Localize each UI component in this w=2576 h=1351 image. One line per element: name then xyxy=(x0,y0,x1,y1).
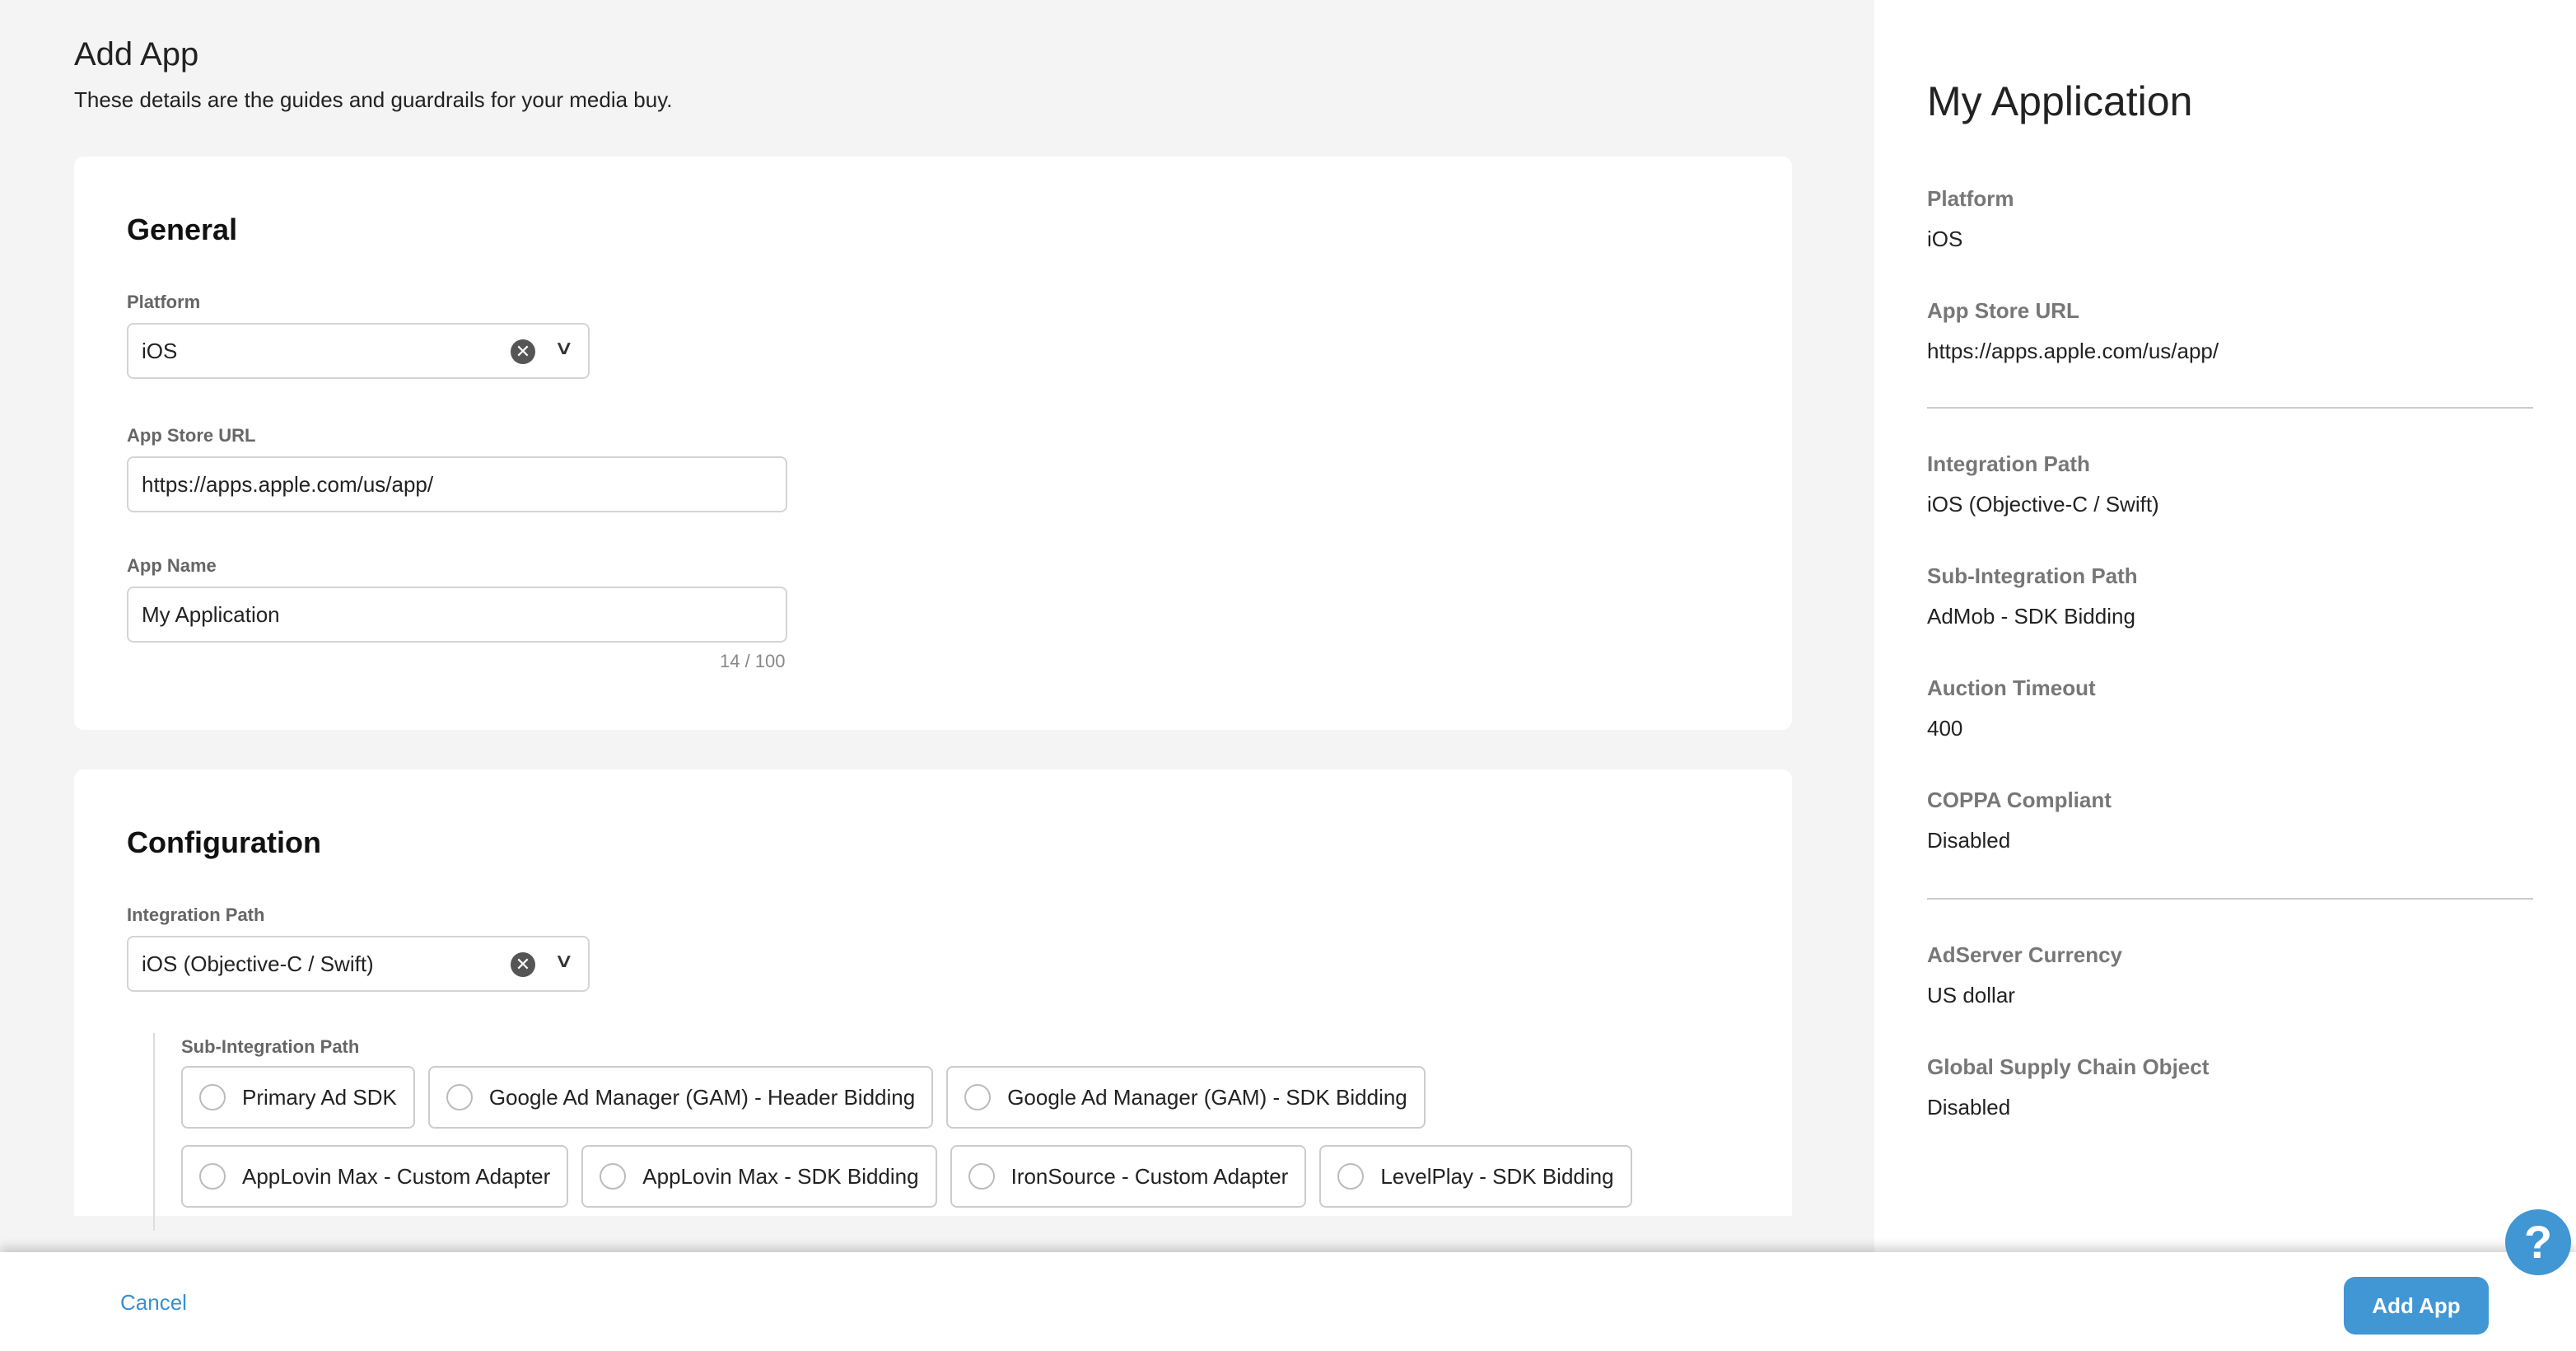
summary-value: iOS (Objective-C / Swift) xyxy=(1927,492,2159,517)
radio-option[interactable]: AppLovin Max - Custom Adapter xyxy=(181,1145,569,1208)
option-label: AppLovin Max - Custom Adapter xyxy=(242,1163,551,1189)
platform-value: iOS xyxy=(142,338,178,363)
summary-value: Disabled xyxy=(1927,828,2011,853)
option-label: Primary Ad SDK xyxy=(242,1084,397,1110)
platform-select[interactable]: iOS ✕ ∨ xyxy=(127,323,590,379)
radio-option[interactable]: AppLovin Max - SDK Bidding xyxy=(581,1145,937,1208)
integration-path-label: Integration Path xyxy=(127,905,265,925)
summary-item: App Store URL https://apps.apple.com/us/a… xyxy=(1927,298,2219,364)
summary-label: Sub-Integration Path xyxy=(1927,563,2138,588)
option-label: Google Ad Manager (GAM) - SDK Bidding xyxy=(1007,1084,1407,1110)
cancel-button[interactable]: Cancel xyxy=(120,1290,187,1315)
help-icon[interactable]: ? xyxy=(2505,1209,2571,1275)
page-subtitle: These details are the guides and guardra… xyxy=(74,87,673,112)
summary-value: AdMob - SDK Bidding xyxy=(1927,604,2135,629)
configuration-title: Configuration xyxy=(127,825,321,859)
radio-option[interactable]: IronSource - Custom Adapter xyxy=(950,1145,1307,1208)
clear-icon[interactable]: ✕ xyxy=(511,952,535,977)
summary-label: Platform xyxy=(1927,186,2014,211)
summary-value: Disabled xyxy=(1927,1095,2011,1120)
divider xyxy=(1927,407,2533,409)
summary-item: COPPA Compliant Disabled xyxy=(1927,788,2112,853)
app-name-label: App Name xyxy=(127,555,217,576)
option-label: AppLovin Max - SDK Bidding xyxy=(642,1163,919,1189)
radio-icon[interactable] xyxy=(446,1084,473,1110)
integration-path-select[interactable]: iOS (Objective-C / Swift) ✕ ∨ xyxy=(127,936,590,992)
form-area: Add App These details are the guides and… xyxy=(74,36,1792,1231)
radio-icon[interactable] xyxy=(964,1084,992,1110)
radio-icon[interactable] xyxy=(1337,1163,1365,1190)
sub-integration-group: Sub-Integration Path Primary Ad SDK Goog… xyxy=(153,1033,1632,1231)
sub-integration-label: Sub-Integration Path xyxy=(181,1036,360,1057)
divider xyxy=(1927,898,2533,900)
chevron-down-icon[interactable]: ∨ xyxy=(553,337,575,359)
general-title: General xyxy=(127,213,238,246)
app-store-url-input[interactable]: https://apps.apple.com/us/app/ xyxy=(127,456,787,512)
radio-option[interactable]: Primary Ad SDK xyxy=(181,1066,415,1129)
radio-icon[interactable] xyxy=(968,1163,995,1190)
platform-label: Platform xyxy=(127,292,201,312)
app-name-input[interactable]: My Application xyxy=(127,587,787,643)
radio-option[interactable]: Google Ad Manager (GAM) - SDK Bidding xyxy=(946,1066,1426,1129)
clear-icon[interactable]: ✕ xyxy=(511,339,535,364)
summary-label: Auction Timeout xyxy=(1927,676,2096,700)
configuration-card: Configuration Integration Path iOS (Obje… xyxy=(74,769,1792,1231)
integration-path-value: iOS (Objective-C / Swift) xyxy=(142,951,374,976)
option-label: Google Ad Manager (GAM) - Header Bidding xyxy=(488,1084,916,1110)
page-title: Add App xyxy=(74,36,199,72)
summary-value: https://apps.apple.com/us/app/ xyxy=(1927,339,2219,363)
summary-item: Auction Timeout 400 xyxy=(1927,676,2096,741)
app-name-counter: 14 / 100 xyxy=(720,651,786,671)
summary-item: Platform iOS xyxy=(1927,186,2014,252)
summary-label: Global Supply Chain Object xyxy=(1927,1054,2210,1079)
summary-item: Global Supply Chain Object Disabled xyxy=(1927,1054,2209,1120)
footer-bar: Cancel Add App xyxy=(0,1252,2576,1351)
summary-label: App Store URL xyxy=(1927,298,2079,323)
radio-option[interactable]: LevelPlay - SDK Bidding xyxy=(1319,1145,1632,1208)
chevron-down-icon[interactable]: ∨ xyxy=(553,950,575,972)
radio-icon[interactable] xyxy=(199,1163,226,1190)
summary-label: AdServer Currency xyxy=(1927,942,2122,967)
option-label: LevelPlay - SDK Bidding xyxy=(1380,1163,1614,1189)
option-label: IronSource - Custom Adapter xyxy=(1010,1163,1289,1189)
summary-value: 400 xyxy=(1927,716,1963,741)
summary-item: Integration Path iOS (Objective-C / Swift… xyxy=(1927,451,2159,517)
summary-panel: My Application Platform iOS App Store URL… xyxy=(1874,0,2576,1351)
add-app-button[interactable]: Add App xyxy=(2344,1277,2489,1335)
summary-value: US dollar xyxy=(1927,983,2015,1007)
summary-item: Sub-Integration Path AdMob - SDK Bidding xyxy=(1927,563,2138,629)
radio-icon[interactable] xyxy=(199,1084,226,1110)
summary-label: Integration Path xyxy=(1927,451,2090,476)
radio-option[interactable]: Google Ad Manager (GAM) - Header Bidding xyxy=(427,1066,934,1129)
summary-item: AdServer Currency US dollar xyxy=(1927,942,2122,1008)
radio-icon[interactable] xyxy=(600,1163,627,1190)
general-card: General Platform iOS ✕ ∨ App Store URL h… xyxy=(74,157,1792,730)
app-store-url-label: App Store URL xyxy=(127,425,256,446)
summary-value: iOS xyxy=(1927,227,1963,251)
summary-label: COPPA Compliant xyxy=(1927,788,2112,812)
summary-title: My Application xyxy=(1927,78,2193,124)
